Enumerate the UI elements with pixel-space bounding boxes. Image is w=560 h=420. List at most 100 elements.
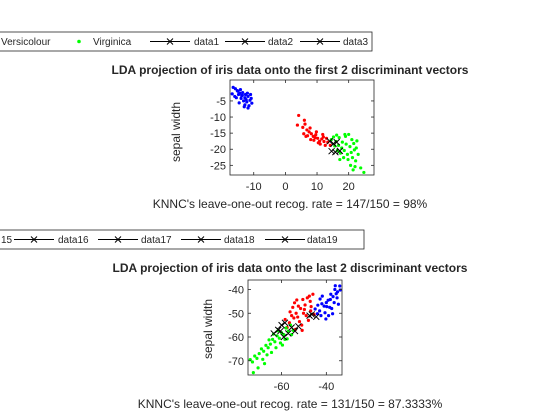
data-point-virginica	[355, 139, 359, 143]
legend-1-entry-data2: data2	[268, 37, 293, 48]
data-point-setosa	[244, 98, 248, 102]
data-point-virginica	[261, 357, 265, 361]
data-point-misclassified	[336, 147, 344, 155]
data-point-virginica	[257, 352, 261, 356]
chart-1-ylabel: sepal width	[169, 102, 183, 162]
y-tick-label: -70	[228, 356, 244, 368]
data-point-misclassified	[281, 319, 289, 327]
chart-2-ylabel: sepal width	[201, 299, 215, 359]
data-point-setosa	[324, 317, 328, 321]
data-point-versicolour	[291, 305, 295, 309]
data-point-setosa	[323, 311, 327, 315]
data-point-misclassified	[312, 313, 320, 321]
data-point-virginica	[351, 168, 355, 172]
data-point-virginica	[262, 362, 267, 366]
data-point-setosa	[235, 89, 239, 93]
data-point-setosa	[233, 94, 237, 99]
legend-1-entry-versicolour: Versicolour	[1, 37, 51, 48]
data-point-setosa	[338, 288, 342, 292]
data-point-versicolour	[296, 315, 300, 319]
legend-2: 15 data16 data17 data18 data19	[0, 229, 365, 250]
data-point-setosa	[338, 284, 342, 288]
data-point-versicolour	[316, 136, 320, 140]
data-point-versicolour	[296, 304, 300, 308]
data-point-virginica	[253, 354, 257, 358]
data-point-versicolour	[309, 132, 313, 136]
data-point-virginica	[269, 350, 274, 355]
chart-1-xlabel: KNNC's leave-one-out recog. rate = 147/1…	[153, 197, 428, 211]
data-point-misclassified	[278, 321, 285, 329]
legend-2-data16-marker	[114, 236, 122, 243]
data-point-setosa	[328, 297, 332, 302]
data-point-setosa	[322, 304, 326, 308]
data-point-versicolour	[295, 298, 299, 302]
data-point-misclassified	[295, 322, 302, 330]
data-point-versicolour	[316, 141, 320, 145]
data-point-virginica	[338, 157, 342, 162]
data-point-setosa	[238, 88, 243, 92]
data-point-virginica	[255, 356, 259, 360]
x-tick-label: 10	[311, 181, 323, 193]
data-point-versicolour	[322, 139, 326, 144]
data-point-setosa	[326, 314, 331, 318]
data-point-virginica	[352, 148, 356, 152]
y-tick-label: -60	[228, 332, 244, 344]
legend-1-data3-marker	[316, 38, 324, 45]
data-point-setosa	[333, 287, 337, 292]
data-point-versicolour	[297, 113, 301, 118]
data-point-versicolour	[309, 305, 313, 309]
data-point-versicolour	[290, 314, 294, 318]
legend-2-entry-data16: data16	[58, 235, 89, 246]
data-point-virginica	[359, 166, 363, 170]
data-point-setosa	[230, 92, 234, 96]
y-tick-label: -40	[228, 285, 244, 297]
data-point-virginica	[277, 336, 281, 340]
data-point-setosa	[248, 92, 253, 97]
data-point-virginica	[251, 371, 255, 375]
data-point-versicolour	[311, 292, 315, 296]
data-point-setosa	[240, 93, 244, 97]
data-point-setosa	[320, 294, 324, 298]
chart-2-xlabel: KNNC's leave-one-out recog. rate = 131/1…	[138, 397, 443, 411]
x-tick-label: -40	[318, 381, 334, 393]
data-point-virginica	[350, 137, 354, 142]
data-point-setosa	[250, 101, 254, 105]
chart-1-plot: -10 0 10 20 -5 -10 -15 -20 -25	[210, 79, 375, 193]
data-point-virginica	[362, 170, 366, 175]
legend-1: Versicolour Virginica data1 data2 data3	[0, 31, 373, 52]
data-point-setosa	[246, 106, 250, 110]
data-point-virginica	[352, 141, 356, 146]
data-point-misclassified	[277, 327, 284, 335]
legend-1-entry-data1: data1	[194, 37, 219, 48]
data-point-versicolour	[323, 143, 327, 147]
data-point-versicolour	[309, 137, 313, 142]
chart-2-title: LDA projection of iris data onto the las…	[113, 261, 468, 275]
x-tick-label: 20	[343, 181, 355, 193]
legend-2-entry-15: 15	[1, 235, 13, 246]
y-tick-label: -15	[210, 128, 226, 140]
data-point-virginica	[331, 135, 336, 139]
data-point-virginica	[335, 133, 339, 137]
data-point-versicolour	[287, 321, 292, 325]
data-point-virginica	[271, 337, 275, 341]
data-point-virginica	[342, 156, 346, 160]
data-point-versicolour	[302, 118, 306, 122]
data-point-setosa	[332, 300, 336, 305]
data-point-virginica	[259, 347, 264, 351]
y-tick-label: -50	[228, 308, 244, 320]
data-point-versicolour	[302, 132, 306, 136]
data-point-misclassified	[326, 137, 334, 145]
legend-1-virginica-marker	[77, 39, 81, 44]
data-point-virginica	[264, 343, 268, 347]
data-point-versicolour	[303, 303, 307, 307]
data-point-virginica	[262, 349, 266, 353]
data-point-virginica	[265, 353, 269, 357]
data-point-versicolour	[292, 301, 297, 305]
data-point-versicolour	[302, 307, 306, 312]
data-point-virginica	[280, 343, 285, 347]
data-point-misclassified	[270, 330, 278, 337]
data-point-misclassified	[280, 333, 288, 341]
data-point-versicolour	[304, 134, 308, 138]
data-point-setosa	[245, 91, 250, 95]
chart-1-title: LDA projection of iris data onto the fir…	[112, 63, 469, 77]
